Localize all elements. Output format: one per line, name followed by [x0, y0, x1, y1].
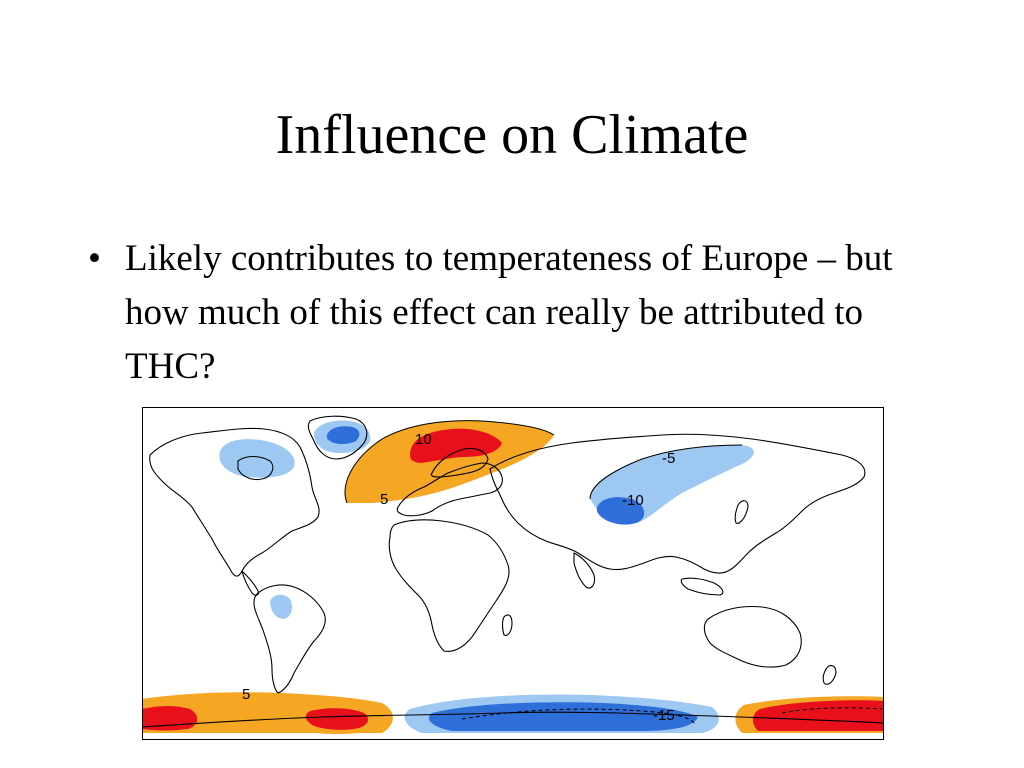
- bullet-list: • Likely contributes to temperateness of…: [88, 232, 908, 394]
- contour-line-east-dashed: [781, 707, 883, 714]
- contour-label: -5: [662, 450, 675, 467]
- contour-label: -15: [653, 707, 675, 724]
- world-map-svg: 10 5 -5 -10 5 -15: [142, 407, 884, 740]
- contour-label: -10: [622, 492, 644, 509]
- coast-central-america: [241, 570, 260, 596]
- cool-region-antarctic-core: [428, 702, 698, 731]
- contour-label: 5: [380, 491, 388, 508]
- anomaly-regions: [142, 420, 884, 734]
- coast-scandinavia: [430, 447, 489, 478]
- cool-region-greenland-core: [326, 426, 360, 444]
- map-frame: [142, 407, 884, 740]
- coast-australia: [703, 605, 802, 668]
- contour-line-siberia: [589, 444, 743, 500]
- contour-lines: [344, 420, 883, 724]
- coast-new-zealand: [822, 664, 837, 685]
- warm-region-southern-east-core: [752, 700, 884, 731]
- coast-antarctica: [142, 711, 884, 728]
- coast-asia: [489, 433, 866, 574]
- coast-india: [573, 552, 596, 589]
- slide-title: Influence on Climate: [275, 104, 749, 166]
- bullet-marker: •: [88, 238, 101, 279]
- cool-region-asia-core: [596, 497, 645, 525]
- contour-line-antarctic-dashed: [461, 708, 695, 724]
- coastlines: [142, 415, 884, 728]
- coast-se-asia-islands: [680, 577, 724, 596]
- warm-region-southern-mid-core: [305, 708, 369, 730]
- bullet-item: • Likely contributes to temperateness of…: [88, 232, 908, 394]
- cool-region-south-america: [270, 594, 292, 619]
- contour-line-warm: [344, 420, 555, 504]
- coast-madagascar: [501, 614, 513, 636]
- warm-region-scandinavia-core: [410, 428, 502, 463]
- coast-africa: [388, 519, 510, 652]
- contour-label: 5: [242, 686, 250, 703]
- temperature-anomaly-map: 10 5 -5 -10 5 -15: [142, 407, 884, 740]
- contour-labels: 10 5 -5 -10 5 -15: [242, 431, 675, 724]
- warm-region-north-atlantic: [345, 420, 554, 503]
- coast-north-america: [149, 427, 320, 577]
- coast-hudson-bay: [237, 455, 274, 481]
- coast-greenland: [307, 415, 368, 460]
- contour-label: 10: [415, 431, 432, 448]
- coast-europe: [396, 462, 503, 517]
- coast-japan: [734, 500, 749, 524]
- bullet-text: Likely contributes to temperateness of E…: [125, 238, 893, 387]
- coast-south-america: [253, 584, 326, 694]
